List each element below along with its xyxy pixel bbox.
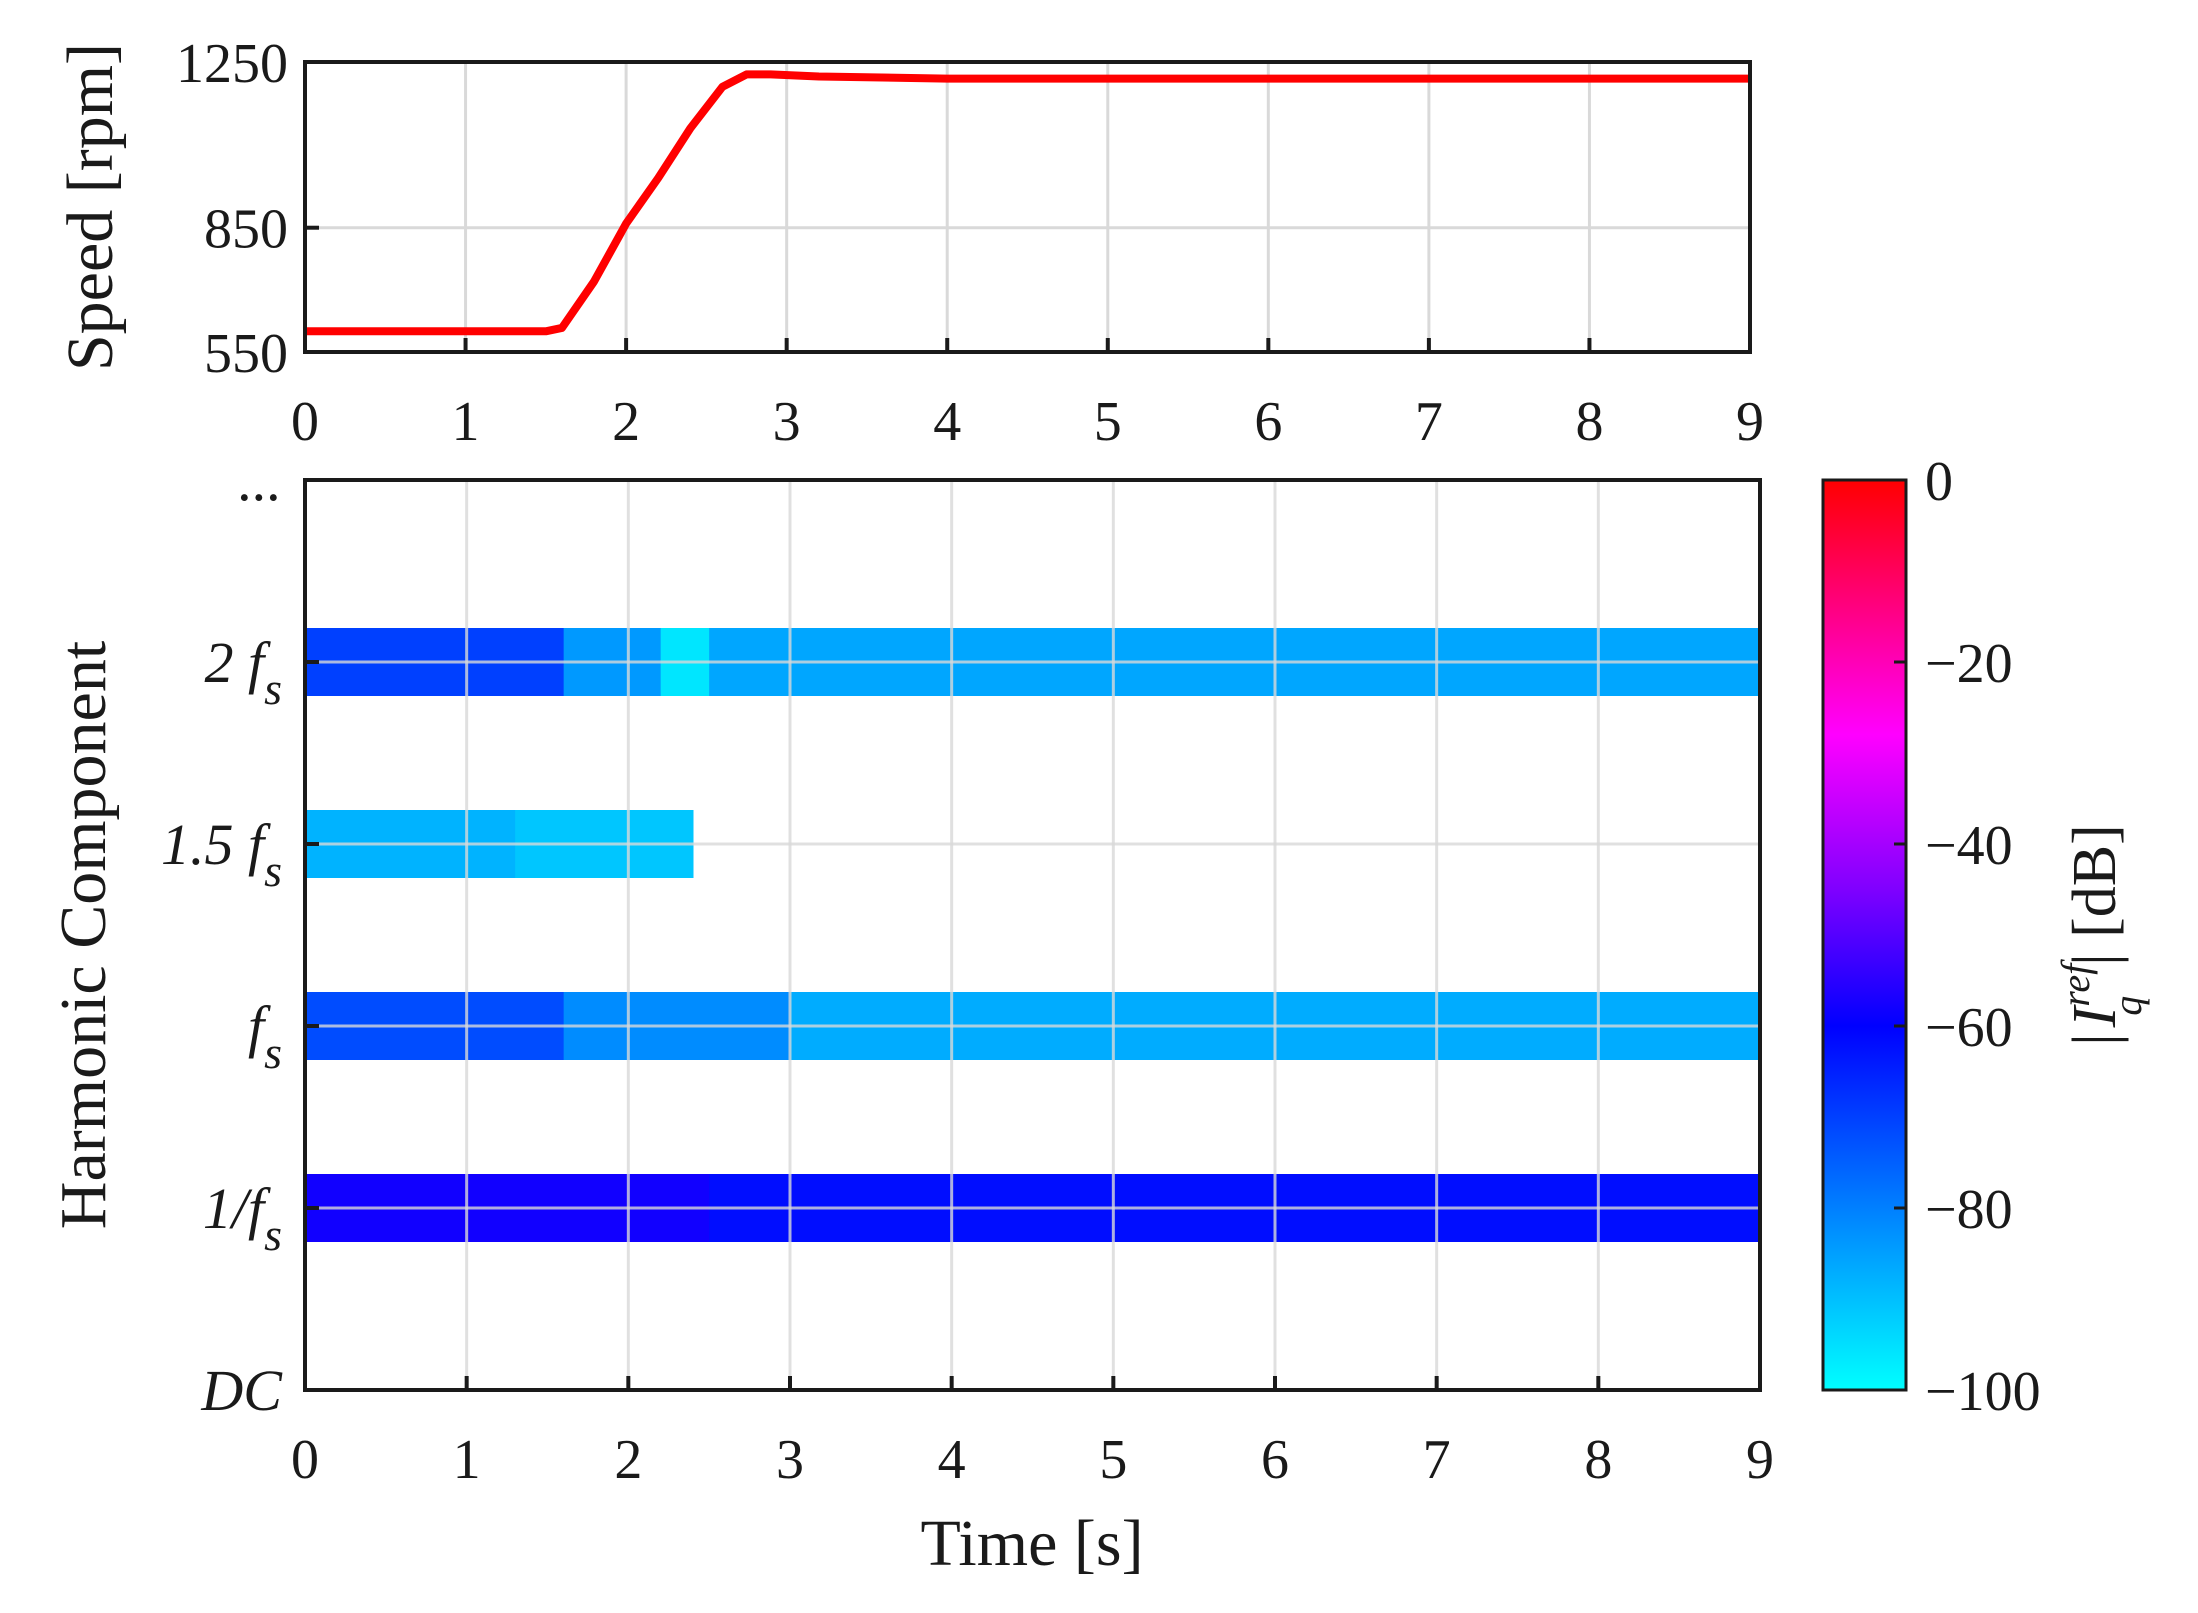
- speed-y-axis-label: Speed [rpm]: [54, 43, 127, 371]
- harmonic-x-tick-label: 3: [776, 1429, 804, 1491]
- colorbar-label-sup: ref: [2053, 959, 2098, 1007]
- colorbar-tick-label: −40: [1925, 815, 2013, 877]
- speed-y-tick-labels: 550 850 1250: [176, 33, 319, 385]
- harmonic-axes-box: [303, 478, 1762, 1392]
- speed-x-tick-label: 5: [1094, 391, 1122, 453]
- speed-x-tick-labels: 0 1 2 3 4 5 6 7 8 9: [291, 338, 1764, 453]
- speed-x-tick-label: 3: [773, 391, 801, 453]
- speed-x-tick-label: 6: [1254, 391, 1282, 453]
- colorbar-gradient: [1821, 478, 1908, 1392]
- speed-panel: 0 1 2 3 4 5 6 7 8 9 550 850 1250 Speed [rpm]: [54, 33, 1764, 453]
- speed-line: [305, 70, 1750, 336]
- colorbar-tick-labels: 0 −20 −40 −60 −80 −100: [1894, 451, 2041, 1423]
- speed-x-tick-label: 0: [291, 391, 319, 453]
- harmonic-x-tick-label: 7: [1423, 1429, 1451, 1491]
- harmonic-x-tick-label: 0: [291, 1429, 319, 1491]
- harmonic-x-tick-label: 1: [453, 1429, 481, 1491]
- x-axis-label: Time [s]: [920, 1507, 1143, 1580]
- colorbar-tick-label: 0: [1925, 451, 1953, 513]
- colorbar-label-unit: | [dB]: [2061, 824, 2129, 966]
- harmonic-x-tick-label: 4: [938, 1429, 966, 1491]
- speed-x-tick-label: 9: [1736, 391, 1764, 453]
- speed-y-tick-label: 1250: [176, 33, 288, 95]
- speed-x-tick-label: 2: [612, 391, 640, 453]
- harmonic-y-axis-label: Harmonic Component: [47, 641, 120, 1229]
- harmonic-grid: [303, 478, 1762, 1392]
- speed-x-tick-label: 4: [933, 391, 961, 453]
- speed-x-tick-label: 8: [1575, 391, 1603, 453]
- speed-axes-box: [303, 60, 1752, 354]
- harmonic-x-tick-label: 8: [1584, 1429, 1612, 1491]
- speed-y-tick-label: 550: [204, 323, 288, 385]
- harmonic-y-tick-label: 1.5 fs: [161, 812, 282, 896]
- harmonic-x-tick-label: 6: [1261, 1429, 1289, 1491]
- harmonic-y-tick-label: ...: [239, 448, 283, 513]
- colorbar-tick-label: −20: [1925, 633, 2013, 695]
- colorbar: 0 −20 −40 −60 −80 −100 | Iref q | [dB]: [1821, 451, 2150, 1423]
- harmonic-bands: [305, 628, 1761, 1242]
- colorbar-label-bar: |: [2061, 1033, 2129, 1045]
- harmonic-x-tick-label: 2: [614, 1429, 642, 1491]
- colorbar-label-sub: q: [2105, 996, 2150, 1016]
- colorbar-tick-label: −100: [1925, 1361, 2041, 1423]
- colorbar-label: | Iref q | [dB]: [2053, 824, 2150, 1046]
- speed-x-tick-label: 1: [452, 391, 480, 453]
- harmonic-panel: 0 1 2 3 4 5 6 7 8 9 ... 2 fs 1.5 fs fs 1/fs DC Harmoni…: [47, 448, 1774, 1580]
- speed-grid: [303, 60, 1752, 354]
- colorbar-label-symbol: I: [2061, 1003, 2129, 1028]
- harmonic-y-tick-label: fs: [248, 994, 282, 1078]
- speed-y-tick-label: 850: [204, 199, 288, 261]
- harmonic-x-tick-labels: 0 1 2 3 4 5 6 7 8 9: [291, 1376, 1774, 1491]
- colorbar-tick-label: −60: [1925, 997, 2013, 1059]
- harmonic-y-tick-label: 1/fs: [203, 1176, 282, 1260]
- harmonic-y-tick-label: DC: [200, 1358, 283, 1423]
- harmonic-y-tick-label: 2 fs: [204, 630, 282, 714]
- harmonic-y-tick-labels: ... 2 fs 1.5 fs fs 1/fs DC: [161, 448, 319, 1423]
- speed-x-tick-label: 7: [1415, 391, 1443, 453]
- colorbar-tick-label: −80: [1925, 1179, 2013, 1241]
- harmonic-x-tick-label: 9: [1746, 1429, 1774, 1491]
- harmonic-x-tick-label: 5: [1099, 1429, 1127, 1491]
